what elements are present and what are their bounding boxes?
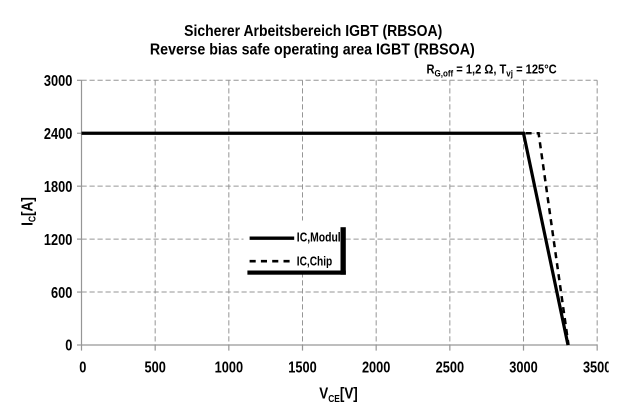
svg-text:2500: 2500 <box>436 359 464 377</box>
svg-text:2400: 2400 <box>44 126 72 144</box>
svg-text:1800: 1800 <box>44 179 72 197</box>
svg-text:VCE[V]: VCE[V] <box>319 385 358 404</box>
svg-text:RG,off = 1,2 Ω, Tvj = 125°C: RG,off = 1,2 Ω, Tvj = 125°C <box>427 62 558 79</box>
svg-text:1200: 1200 <box>44 232 72 250</box>
svg-text:Reverse bias safe operating ar: Reverse bias safe operating area IGBT (R… <box>150 41 475 59</box>
svg-text:2000: 2000 <box>362 359 390 377</box>
svg-text:IC,Modul: IC,Modul <box>297 230 341 244</box>
svg-text:0: 0 <box>79 359 86 377</box>
svg-text:3000: 3000 <box>44 73 72 91</box>
svg-text:600: 600 <box>51 285 72 303</box>
svg-text:1500: 1500 <box>288 359 316 377</box>
svg-text:0: 0 <box>65 337 72 355</box>
svg-text:500: 500 <box>145 359 166 377</box>
svg-text:1000: 1000 <box>215 359 243 377</box>
svg-text:Sicherer Arbeitsbereich IGBT (: Sicherer Arbeitsbereich IGBT (RBSOA) <box>184 22 442 40</box>
svg-text:3000: 3000 <box>509 359 537 377</box>
svg-text:3500: 3500 <box>583 359 611 377</box>
svg-text:IC,Chip: IC,Chip <box>297 254 332 268</box>
